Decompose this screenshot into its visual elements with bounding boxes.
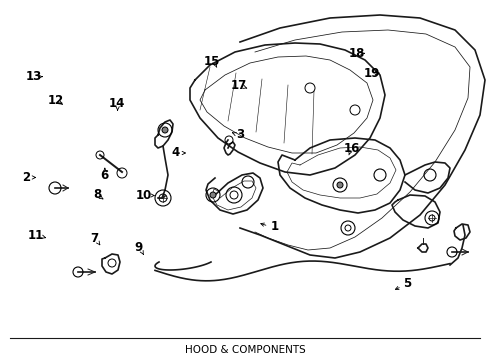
Circle shape [210, 192, 216, 198]
Text: 1: 1 [270, 220, 278, 233]
Text: 16: 16 [343, 142, 360, 155]
Text: 4: 4 [172, 147, 179, 159]
Text: 14: 14 [108, 97, 125, 110]
Text: 6: 6 [101, 169, 109, 182]
Text: 8: 8 [93, 188, 101, 201]
Circle shape [162, 127, 168, 133]
Circle shape [337, 182, 343, 188]
Text: 9: 9 [135, 241, 143, 254]
Text: 7: 7 [91, 232, 98, 245]
Text: 18: 18 [348, 47, 365, 60]
Text: 11: 11 [28, 229, 45, 242]
Text: HOOD & COMPONENTS: HOOD & COMPONENTS [185, 345, 305, 355]
Text: 12: 12 [47, 94, 64, 107]
Text: 5: 5 [404, 277, 412, 290]
Text: 10: 10 [135, 189, 152, 202]
Text: 3: 3 [236, 129, 244, 141]
Text: 13: 13 [25, 70, 42, 83]
Text: 17: 17 [231, 79, 247, 92]
Text: 19: 19 [363, 67, 380, 80]
Text: 2: 2 [22, 171, 30, 184]
Text: 15: 15 [204, 55, 221, 68]
